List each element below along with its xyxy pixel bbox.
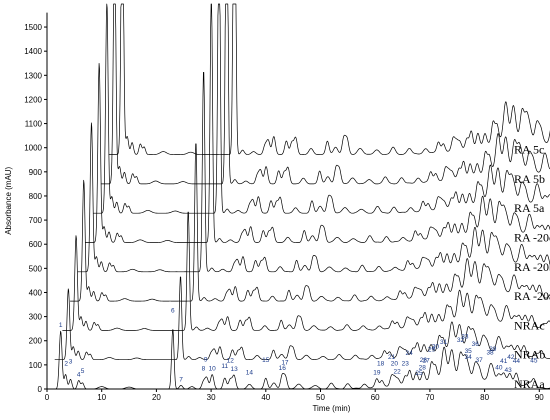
peak-number-label: 11 [221,363,228,370]
y-tick-label: 900 [29,168,43,177]
trace-ra-20a [70,143,550,302]
trace-ra5c [108,3,550,155]
y-tick-label: 600 [29,240,43,249]
peak-number-label: 17 [281,359,289,366]
trace-label: RA 5c [514,143,544,157]
peak-number-label: 29 [428,347,436,354]
x-tick-label: 30 [207,393,216,402]
y-tick-label: 1100 [25,120,43,129]
trace-label: RA -20a [514,289,550,303]
peak-number-label: 42 [507,354,515,361]
y-tick-label: 400 [29,288,43,297]
y-tick-label: 1200 [24,95,42,104]
y-tick-label: 0 [38,385,43,394]
peak-number-label: 35 [465,348,473,355]
peak-number-label: 23 [402,361,410,368]
x-tick-label: 70 [425,393,434,402]
peak-number-label: 24 [405,350,413,357]
peak-number-label: 34 [465,354,473,361]
peak-number-label: 37 [476,357,484,364]
x-tick-label: 0 [45,393,50,402]
trace-label: NRAb [514,348,545,362]
y-tick-label: 800 [29,192,43,201]
y-tick-label: 100 [29,361,43,370]
peak-number-label: 27 [422,358,430,365]
y-tick-label: 700 [29,216,43,225]
trace-nrab [54,276,550,361]
peak-number-label: 44 [513,358,521,365]
axes: 0100200300400500600700800900100011001200… [4,12,550,413]
trace-ra5b [100,3,550,185]
trace-label: RA -20c [514,231,550,245]
y-tick-label: 200 [29,337,43,346]
x-tick-label: 40 [261,393,270,402]
trace-nrac [62,211,550,331]
trace-label: NRAc [514,318,545,332]
peak-number-label: 43 [505,367,513,374]
y-tick-label: 1500 [24,23,42,32]
trace-label: RA -20b [514,260,550,274]
y-tick-label: 1000 [24,144,42,153]
trace-label: NRAa [514,377,545,391]
peak-number-label: 30 [432,344,440,351]
x-axis-title: Time (min) [312,404,350,413]
y-tick-label: 1300 [24,71,42,80]
peak-number-label: 31 [440,339,448,346]
peak-number-label: 9 [204,356,208,363]
peak-number-label: 32 [457,337,465,344]
peak-number-label: 26 [420,357,428,364]
trace-label: RA 5a [514,201,545,215]
trace-ra5a [93,3,550,214]
x-tick-label: 10 [97,393,106,402]
peak-number-label: 33 [461,334,469,341]
peak-number-label: 18 [377,361,385,368]
peak-number-label: 15 [262,357,270,364]
trace-labels: NRAa NRAb NRAc RA -20a RA -20b RA -20c RA 5a RA… [514,143,550,391]
y-tick-label: 300 [29,313,43,322]
peak-number-label: 2 [64,361,68,368]
y-axis-ticks: 0 100 200 300 400 500 600 700 800 900 1000 1100 1200… [24,23,47,394]
peak-number-label: 6 [171,308,175,315]
x-tick-label: 90 [535,393,544,402]
trace-ra-20b [77,72,550,273]
trace-nraa [47,329,550,390]
x-tick-label: 20 [152,393,161,402]
x-tick-label: 80 [480,393,489,402]
peak-number-label: 21 [388,354,396,361]
peak-number-label: 39 [489,346,497,353]
peak-number-label: 22 [393,369,401,376]
trace-label: RA 5b [514,172,545,186]
peak-number-label: 25 [415,370,423,377]
peak-number-label: 3 [69,358,73,365]
y-tick-label: 500 [29,264,43,273]
peak-number-label: 4 [77,371,81,378]
peak-number-label: 41 [500,358,508,365]
peak-number-label: 20 [391,361,399,368]
peak-number-label: 14 [246,369,254,376]
peak-number-label: 7 [179,376,183,383]
peak-number-label: 1 [59,322,63,329]
peak-number-label: 40 [495,365,503,372]
peak-number-label: 10 [209,366,217,373]
y-tick-label: 1400 [24,47,42,56]
peak-number-label: 16 [279,365,287,372]
peak-number-label: 45 [530,358,538,365]
peak-number-label: 38 [486,349,494,356]
y-axis-title: Absorbance (mAU) [4,166,13,234]
chromatogram-traces [47,3,550,390]
x-tick-label: 50 [316,393,325,402]
trace-ra-20c [85,3,550,243]
peak-number-label: 36 [472,341,480,348]
peak-number-label: 19 [373,370,381,377]
peak-number-label: 5 [81,368,85,375]
peak-number-label: 8 [202,365,206,372]
peak-number-label: 13 [230,366,238,373]
peak-number-label: 12 [227,358,235,365]
x-axis-ticks: 0102030405060708090100 [45,389,544,402]
x-tick-label: 60 [371,393,380,402]
peak-number-label: 28 [419,365,427,372]
